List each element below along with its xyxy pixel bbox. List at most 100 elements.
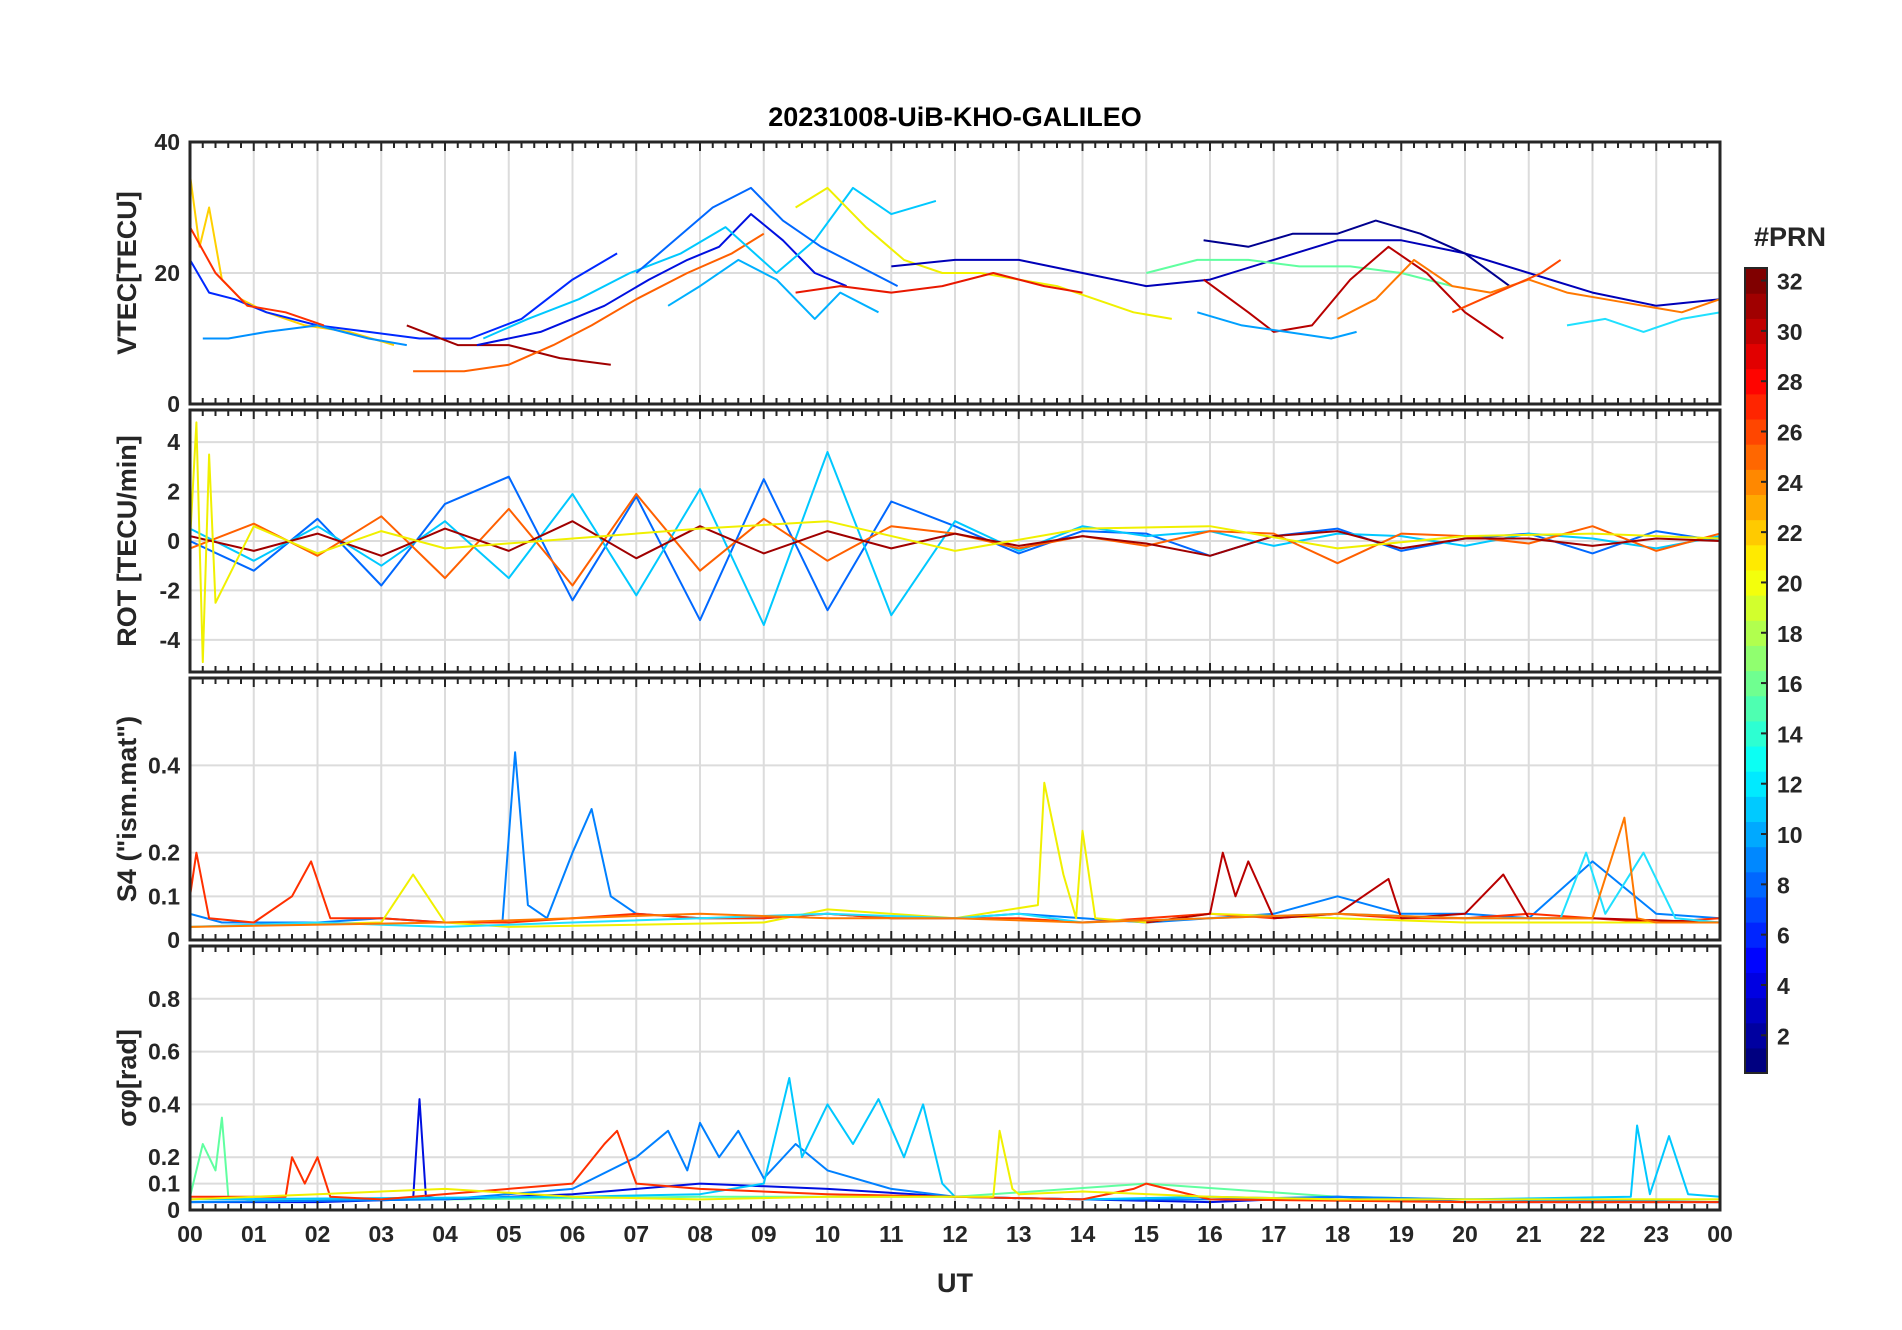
colorbar-segment	[1745, 620, 1767, 646]
series-line-prn-12	[482, 186, 937, 340]
colorbar-segment	[1745, 1047, 1767, 1074]
colorbar-tick-label: 24	[1777, 470, 1803, 496]
x-tick-label: 04	[432, 1221, 458, 1247]
colorbar-tick-label: 10	[1777, 822, 1803, 848]
colorbar-tick-label: 22	[1777, 520, 1803, 546]
colorbar-tick-label: 16	[1777, 671, 1803, 697]
x-tick-label: 23	[1643, 1221, 1669, 1247]
colorbar-tick-label: 2	[1777, 1023, 1790, 1049]
y-tick-label: -4	[160, 627, 181, 653]
colorbar-segment	[1745, 670, 1767, 697]
series-line-prn-4	[190, 252, 618, 340]
y-tick-label: 0.4	[148, 752, 180, 778]
colorbar-tick-label: 28	[1777, 369, 1803, 395]
x-tick-label: 18	[1325, 1221, 1351, 1247]
series-group	[190, 421, 1720, 664]
y-tick-label: -2	[160, 577, 180, 603]
x-tick-label: 15	[1133, 1221, 1159, 1247]
colorbar-segment	[1745, 922, 1767, 948]
colorbar-tick-label: 26	[1777, 420, 1803, 446]
colorbar-segment	[1745, 947, 1767, 973]
y-tick-label: 0.2	[148, 840, 180, 866]
y-tick-label: 20	[154, 260, 180, 286]
colorbar-frame	[1744, 267, 1768, 1074]
series-line-prn-12	[190, 1077, 1720, 1201]
series-line-prn-1	[1203, 219, 1511, 287]
x-axis-label: UT	[937, 1268, 973, 1298]
colorbar-segment	[1745, 268, 1767, 294]
x-tick-label: 06	[560, 1221, 586, 1247]
y-tick-label: 0	[167, 528, 180, 554]
y-tick-label: 0	[167, 1197, 180, 1223]
colorbar-segment	[1745, 745, 1767, 772]
panel-1: 40 20 0 VTEC[TECU]	[112, 129, 1722, 417]
colorbar-segment	[1745, 318, 1767, 345]
x-tick-label: 07	[623, 1221, 649, 1247]
y-tick-label: 0.1	[148, 883, 180, 909]
x-tick-label: 12	[942, 1221, 968, 1247]
x-tick-label: 10	[815, 1221, 841, 1247]
x-tick-label: 02	[305, 1221, 331, 1247]
colorbar-segment	[1745, 871, 1767, 898]
y-axis-label: S4 ("ism.mat")	[112, 716, 142, 902]
colorbar-segment	[1745, 896, 1767, 923]
colorbar-segment	[1745, 343, 1767, 370]
panel-3: 0.4 0.2 0.1 0 S4 ("ism.mat")	[112, 676, 1722, 953]
y-tick-label: 0.6	[148, 1039, 180, 1065]
series-line-prn-20	[795, 186, 1172, 320]
x-tick-label: 03	[368, 1221, 394, 1247]
colorbar-tick-label: 30	[1777, 319, 1803, 345]
y-tick-label: 0.2	[148, 1144, 180, 1170]
series-line-prn-30	[1203, 245, 1504, 340]
x-tick-label: 00	[1707, 1221, 1733, 1247]
colorbar-segment	[1745, 418, 1767, 445]
series-line-prn-27	[190, 226, 325, 327]
x-tick-label: 17	[1261, 1221, 1287, 1247]
colorbar-segment	[1745, 972, 1767, 999]
series-line-prn-11	[667, 258, 879, 320]
series-line-prn-2	[891, 239, 1720, 307]
colorbar-segment	[1745, 569, 1767, 596]
colorbar-segment	[1745, 544, 1767, 571]
colorbar-segment	[1745, 846, 1767, 873]
series-group	[190, 174, 1720, 373]
colorbar-tick-label: 32	[1777, 269, 1803, 295]
colorbar-segment	[1745, 293, 1767, 319]
series-line-prn-27	[190, 1129, 1720, 1204]
series-line-prn-28	[795, 272, 1083, 294]
colorbar-segment	[1745, 368, 1767, 395]
series-line-prn-26	[1451, 259, 1562, 314]
x-tick-label: 16	[1197, 1221, 1223, 1247]
colorbar-segment	[1745, 997, 1767, 1024]
colorbar-segment	[1745, 645, 1767, 672]
colorbar-segment	[1745, 1022, 1767, 1049]
series-group	[190, 751, 1720, 928]
series-line-prn-30	[1146, 851, 1720, 924]
colorbar-segment	[1745, 393, 1767, 420]
y-axis-label: σφ[rad]	[112, 1029, 142, 1127]
x-tick-label: 00	[177, 1221, 203, 1247]
y-axis-label: VTEC[TECU]	[112, 191, 142, 355]
y-axis-label: ROT [TECU/min]	[112, 435, 142, 646]
series-line-prn-12	[190, 451, 1720, 626]
y-tick-label: 2	[167, 479, 180, 505]
y-tick-label: 0.4	[148, 1091, 180, 1117]
y-tick-label: 4	[167, 429, 180, 455]
panel-4: 0.8 0.6 0.4 0.20.10 σφ[rad]	[112, 944, 1722, 1223]
y-tick-label: 0.1	[148, 1171, 180, 1197]
colorbar-segment	[1745, 796, 1767, 823]
colorbar-segment	[1745, 595, 1767, 621]
series-line-prn-20	[190, 421, 1720, 664]
series-line-prn-31	[190, 520, 1720, 560]
x-tick-label: 09	[751, 1221, 777, 1247]
colorbar-tick-label: 20	[1777, 570, 1803, 596]
series-line-prn-7	[635, 186, 899, 287]
y-tick-label: 0	[167, 391, 180, 417]
series-line-prn-20	[190, 1129, 1720, 1201]
series-line-prn-9	[202, 324, 407, 347]
colorbar-segment	[1745, 444, 1767, 470]
y-tick-label: 0	[167, 927, 180, 953]
series-group	[190, 1077, 1720, 1204]
